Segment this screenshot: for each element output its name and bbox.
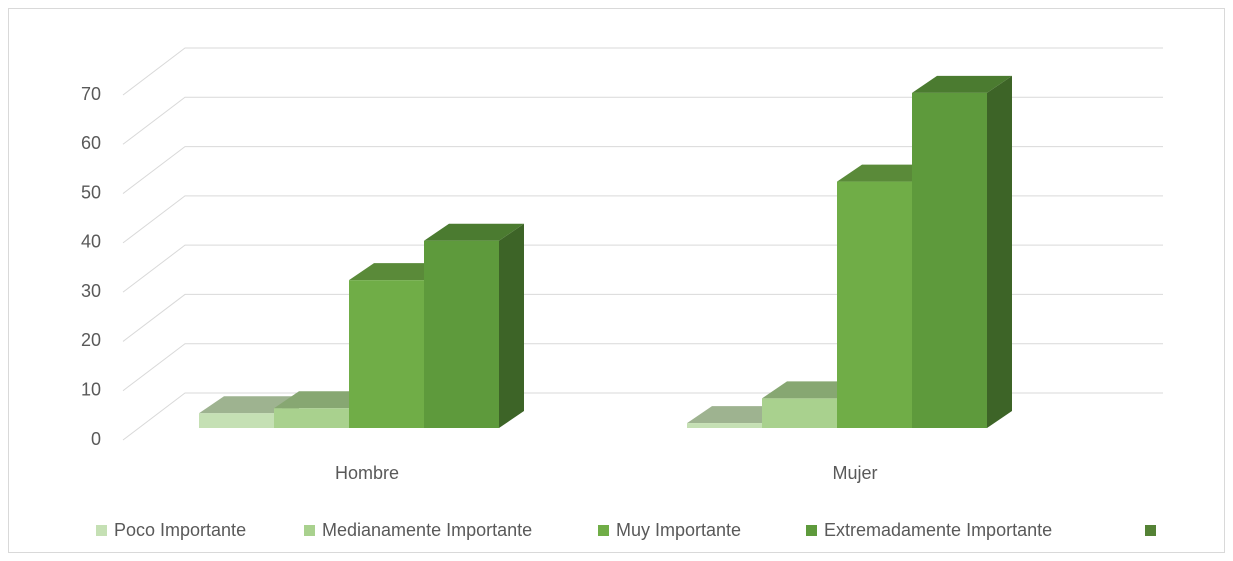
y-tick-label: 30 [81, 281, 101, 301]
bar [349, 280, 424, 428]
legend-label: Poco Importante [114, 520, 246, 540]
y-tick-label: 40 [81, 232, 101, 252]
legend-swatch [304, 525, 315, 536]
y-tick-label: 0 [91, 429, 101, 449]
legend-label: Medianamente Importante [322, 520, 532, 540]
bar-side [987, 75, 1012, 428]
legend-swatch [1145, 525, 1156, 536]
legend-label: Extremadamente Importante [824, 520, 1052, 540]
legend-label: Muy Importante [616, 520, 741, 540]
y-tick-label: 10 [81, 379, 101, 399]
x-tick-label: Mujer [832, 463, 877, 483]
bar-side [499, 223, 524, 428]
bar [424, 240, 499, 428]
bar [912, 92, 987, 428]
bar-top [424, 223, 524, 241]
legend-swatch [806, 525, 817, 536]
y-tick-label: 70 [81, 84, 101, 104]
bar [199, 413, 274, 428]
x-tick-label: Hombre [335, 463, 399, 483]
y-tick-label: 20 [81, 330, 101, 350]
bar-top [912, 75, 1012, 93]
y-tick-label: 50 [81, 182, 101, 202]
bar [762, 398, 837, 428]
legend-swatch [96, 525, 107, 536]
y-tick-label: 60 [81, 133, 101, 153]
bar [687, 423, 762, 428]
grid-line [122, 47, 1163, 96]
grid-line [122, 146, 1163, 194]
chart-border [8, 8, 1225, 553]
grid-line [122, 96, 1163, 145]
bar [274, 408, 349, 428]
bar [837, 181, 912, 428]
legend-swatch [598, 525, 609, 536]
